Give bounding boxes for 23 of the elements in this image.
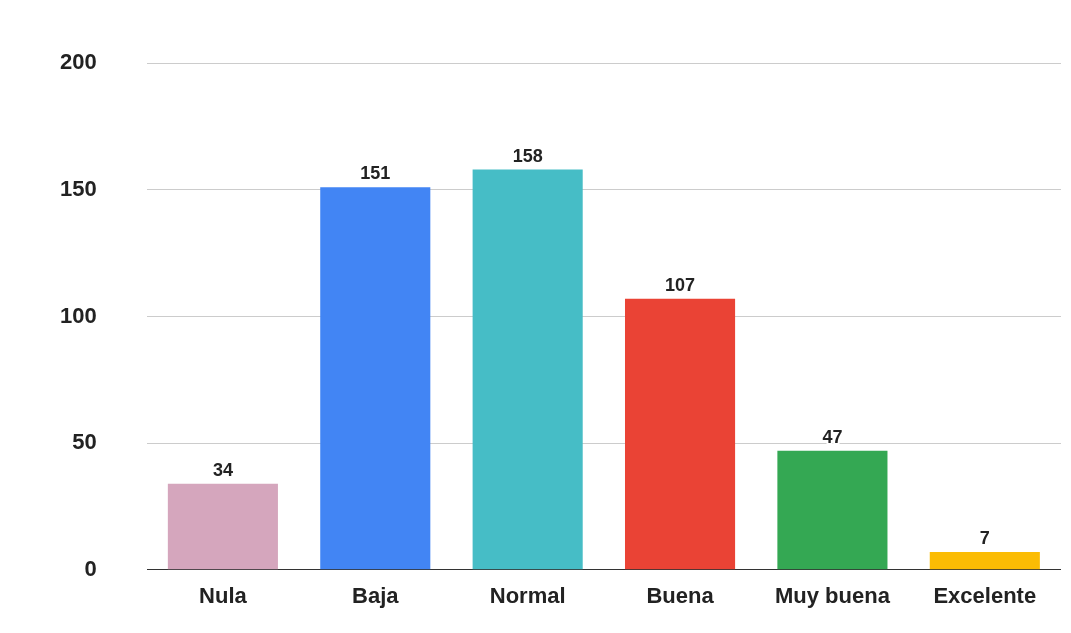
data-label: 7 xyxy=(979,528,990,549)
x-tick-label: Baja xyxy=(352,583,400,609)
x-tick-label: Muy buena xyxy=(774,583,891,609)
data-label: 47 xyxy=(822,426,843,447)
data-label: 34 xyxy=(212,459,233,480)
y-tick-label: 100 xyxy=(59,302,97,328)
y-tick-label: 0 xyxy=(84,555,97,581)
bar xyxy=(167,483,278,570)
data-label: 158 xyxy=(512,145,543,166)
x-tick-label: Nula xyxy=(199,583,248,609)
x-tick-label: Buena xyxy=(646,583,715,609)
data-label: 107 xyxy=(665,274,696,295)
bar xyxy=(929,552,1040,570)
y-tick-label: 50 xyxy=(72,429,97,455)
data-label: 151 xyxy=(360,163,391,184)
x-tick-label: Normal xyxy=(489,583,566,609)
x-tick-label: Excelente xyxy=(933,583,1037,609)
y-tick-label: 150 xyxy=(59,175,97,201)
bar xyxy=(472,169,583,570)
bar xyxy=(320,187,431,570)
y-tick-label: 200 xyxy=(59,49,97,75)
bar xyxy=(625,298,736,570)
bar xyxy=(777,450,888,570)
